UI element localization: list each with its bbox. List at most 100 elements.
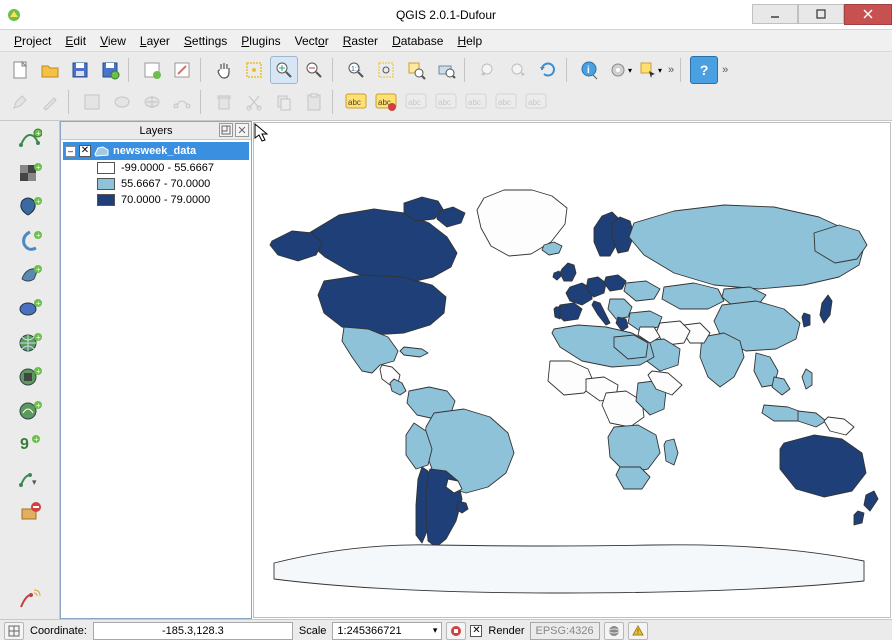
toolbar-row-1: 1:1 i ▾ ▾ » ? » xyxy=(4,54,888,86)
new-shapefile-button[interactable]: ▾ xyxy=(16,465,44,493)
toggle-extents-button[interactable] xyxy=(4,622,24,640)
add-oracle-layer-button[interactable]: + xyxy=(16,295,44,323)
zoom-in-button[interactable] xyxy=(270,56,298,84)
new-project-button[interactable] xyxy=(6,56,34,84)
zoom-full-button[interactable] xyxy=(372,56,400,84)
zoom-out-button[interactable] xyxy=(300,56,328,84)
coordinate-field[interactable]: -185.3,128.3 xyxy=(93,622,293,640)
edit-pencil-button[interactable] xyxy=(36,88,64,116)
add-wms-layer-button[interactable]: + xyxy=(16,329,44,357)
add-feature-button[interactable] xyxy=(108,88,136,116)
layer-visibility-checkbox[interactable]: ✕ xyxy=(79,145,91,157)
label-move-button[interactable]: abc xyxy=(462,88,490,116)
gps-button[interactable] xyxy=(16,587,44,615)
open-project-button[interactable] xyxy=(36,56,64,84)
legend-swatch xyxy=(97,162,115,174)
menu-settings[interactable]: Settings xyxy=(178,32,233,50)
svg-text:+: + xyxy=(36,367,41,376)
legend-label: -99.0000 - 55.6667 xyxy=(121,162,214,174)
cut-button[interactable] xyxy=(240,88,268,116)
options-button[interactable]: ▾ xyxy=(606,56,634,84)
messages-button[interactable]: ! xyxy=(628,622,648,640)
menu-view[interactable]: View xyxy=(94,32,132,50)
save-project-button[interactable] xyxy=(66,56,94,84)
close-button[interactable] xyxy=(844,4,892,25)
zoom-native-button[interactable]: 1:1 xyxy=(342,56,370,84)
menu-help[interactable]: Help xyxy=(451,32,488,50)
menu-bar: Project Edit View Layer Settings Plugins… xyxy=(0,30,892,52)
refresh-button[interactable] xyxy=(534,56,562,84)
stop-render-button[interactable] xyxy=(446,622,466,640)
menu-layer[interactable]: Layer xyxy=(134,32,176,50)
crs-field[interactable]: EPSG:4326 xyxy=(530,622,600,640)
add-vector-layer-button[interactable]: + xyxy=(16,125,44,153)
add-spatialite-layer-button[interactable]: + xyxy=(16,227,44,255)
add-delimited-layer-button[interactable]: 9+ xyxy=(16,431,44,459)
toolbar-overflow-1[interactable]: » xyxy=(666,64,676,76)
move-feature-button[interactable] xyxy=(138,88,166,116)
map-canvas[interactable] xyxy=(253,122,891,618)
svg-text:+: + xyxy=(34,435,39,444)
svg-text:+: + xyxy=(36,265,41,274)
add-mssql-layer-button[interactable]: + xyxy=(16,261,44,289)
layer-row[interactable]: – ✕ newsweek_data xyxy=(63,142,249,160)
label-config-button[interactable]: abc xyxy=(372,88,400,116)
label-show-button[interactable]: abc xyxy=(432,88,460,116)
add-raster-layer-button[interactable]: + xyxy=(16,159,44,187)
edit-toggle-button[interactable] xyxy=(6,88,34,116)
zoom-selection-button[interactable] xyxy=(402,56,430,84)
label-pin-button[interactable]: abc xyxy=(402,88,430,116)
svg-text:abc: abc xyxy=(468,98,481,107)
add-postgis-layer-button[interactable]: + xyxy=(16,193,44,221)
delete-button[interactable] xyxy=(210,88,238,116)
menu-raster[interactable]: Raster xyxy=(337,32,384,50)
copy-button[interactable] xyxy=(270,88,298,116)
add-wfs-layer-button[interactable]: + xyxy=(16,397,44,425)
menu-database[interactable]: Database xyxy=(386,32,449,50)
pan-button[interactable] xyxy=(210,56,238,84)
toolbar-row-2: abc abc abc abc abc abc abc xyxy=(4,86,888,118)
crs-button[interactable] xyxy=(604,622,624,640)
composer-manager-button[interactable] xyxy=(168,56,196,84)
layers-tree[interactable]: – ✕ newsweek_data -99.0000 - 55.6667 55.… xyxy=(61,140,251,618)
svg-text:1:1: 1:1 xyxy=(351,66,361,73)
add-wcs-layer-button[interactable]: + xyxy=(16,363,44,391)
cursor-icon xyxy=(254,123,270,143)
save-edits-button[interactable] xyxy=(78,88,106,116)
maximize-button[interactable] xyxy=(798,4,844,24)
panel-close-button[interactable] xyxy=(235,123,249,137)
help-button[interactable]: ? xyxy=(690,56,718,84)
svg-text:!: ! xyxy=(637,629,639,636)
menu-project[interactable]: Project xyxy=(8,32,57,50)
panel-float-button[interactable] xyxy=(219,123,233,137)
menu-plugins[interactable]: Plugins xyxy=(235,32,286,50)
render-checkbox[interactable]: ✕ xyxy=(470,625,482,637)
zoom-layer-button[interactable] xyxy=(432,56,460,84)
zoom-next-button[interactable] xyxy=(504,56,532,84)
menu-vector[interactable]: Vector xyxy=(289,32,335,50)
label-change-button[interactable]: abc xyxy=(522,88,550,116)
toolbar-overflow-2[interactable]: » xyxy=(720,64,730,76)
new-composer-button[interactable] xyxy=(138,56,166,84)
zoom-last-button[interactable] xyxy=(474,56,502,84)
layers-panel-title-text: Layers xyxy=(139,125,172,137)
svg-text:abc: abc xyxy=(498,98,511,107)
save-as-button[interactable] xyxy=(96,56,124,84)
scale-label: Scale xyxy=(297,625,329,637)
select-button[interactable]: ▾ xyxy=(636,56,664,84)
svg-text:abc: abc xyxy=(408,98,421,107)
label-rotate-button[interactable]: abc xyxy=(492,88,520,116)
minimize-button[interactable] xyxy=(752,4,798,24)
layer-name: newsweek_data xyxy=(113,145,196,157)
paste-button[interactable] xyxy=(300,88,328,116)
identify-button[interactable]: i xyxy=(576,56,604,84)
left-dock: + + + + + + + + + 9+ ▾ xyxy=(0,121,60,619)
menu-edit[interactable]: Edit xyxy=(59,32,92,50)
legend-swatch xyxy=(97,194,115,206)
remove-layer-button[interactable] xyxy=(16,499,44,527)
label-abc-button[interactable]: abc xyxy=(342,88,370,116)
node-tool-button[interactable] xyxy=(168,88,196,116)
layer-expander[interactable]: – xyxy=(65,146,76,157)
pan-to-selection-button[interactable] xyxy=(240,56,268,84)
scale-field[interactable]: 1:245366721▾ xyxy=(332,622,442,640)
